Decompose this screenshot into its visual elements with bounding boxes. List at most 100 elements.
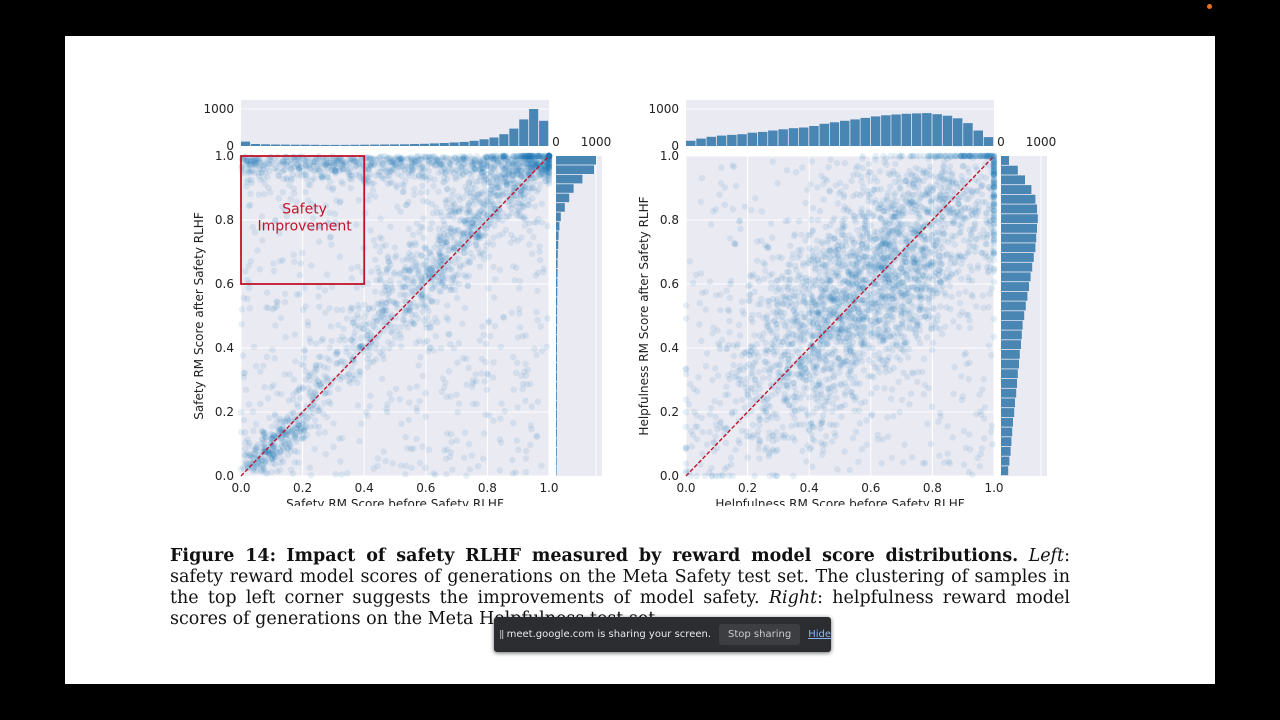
data-point [299, 249, 306, 257]
side-histogram-bar [556, 400, 557, 410]
data-point [370, 323, 377, 330]
data-point [363, 344, 371, 351]
data-point [441, 384, 448, 391]
data-point [498, 179, 505, 187]
data-point [521, 222, 528, 229]
data-point [778, 356, 785, 364]
data-point [411, 239, 419, 246]
data-point [530, 160, 537, 168]
data-point [955, 290, 963, 297]
data-point [362, 210, 369, 217]
data-point [490, 417, 497, 424]
data-point [480, 200, 487, 208]
data-point [350, 315, 357, 323]
data-point [364, 356, 371, 363]
data-point [467, 249, 474, 257]
data-point [449, 187, 457, 194]
data-point [520, 152, 528, 160]
data-point [461, 230, 468, 237]
data-point [545, 178, 553, 185]
data-point [500, 166, 507, 173]
data-point [299, 306, 307, 314]
data-point [414, 251, 421, 258]
data-point [392, 300, 400, 307]
data-point [419, 182, 426, 189]
data-point [526, 241, 533, 248]
data-point [388, 311, 396, 318]
data-point [449, 197, 456, 205]
data-point [530, 234, 537, 241]
data-point [545, 172, 552, 179]
data-point [791, 311, 799, 318]
data-point [449, 466, 456, 473]
data-point [424, 198, 431, 206]
data-point [479, 191, 486, 198]
data-point [501, 407, 508, 415]
data-point [470, 212, 478, 220]
helpfulness-scatter-chart: 0.0 0.2 0.4 0.6 0.8 1.00.00.20.40.60.81.0Help… [637, 100, 1056, 506]
data-point [526, 152, 533, 160]
data-point [520, 164, 527, 171]
data-point [876, 369, 883, 376]
data-point [499, 153, 506, 160]
data-point [450, 344, 457, 352]
data-point [432, 471, 439, 478]
data-point [530, 160, 537, 167]
data-point [396, 396, 403, 403]
data-point [476, 337, 484, 344]
data-point [525, 163, 533, 171]
data-point [467, 223, 475, 231]
data-point [258, 467, 266, 475]
data-point [509, 185, 516, 193]
data-point [479, 250, 487, 258]
data-point [241, 370, 248, 377]
data-point [759, 335, 766, 342]
side-histogram-bar [556, 231, 559, 240]
data-point [367, 359, 374, 366]
data-point [387, 277, 394, 284]
data-point [302, 188, 309, 196]
data-point [455, 271, 462, 278]
data-point [500, 154, 507, 161]
data-point [326, 344, 333, 351]
data-point [321, 390, 328, 397]
data-point [748, 207, 755, 214]
data-point [339, 333, 346, 340]
data-point [475, 233, 483, 240]
data-point [790, 472, 797, 480]
data-point [397, 343, 405, 350]
data-point [399, 316, 407, 323]
data-point [351, 329, 358, 336]
data-point [514, 359, 521, 366]
data-point [498, 188, 505, 195]
data-point [356, 368, 363, 375]
data-point [301, 284, 308, 292]
data-point [428, 251, 435, 258]
data-point [893, 339, 900, 346]
data-point [405, 198, 412, 206]
data-point [373, 277, 380, 284]
data-point [385, 314, 392, 321]
data-point [245, 262, 252, 270]
data-point [344, 470, 351, 477]
data-point [379, 351, 387, 359]
data-point [391, 244, 399, 251]
top-histogram-bar [479, 139, 489, 146]
data-point [491, 322, 499, 330]
data-point [948, 293, 955, 300]
data-point [514, 404, 521, 411]
data-point [498, 400, 505, 407]
data-point [294, 448, 301, 456]
y-tick-label: 0.4 [215, 341, 234, 355]
top-histogram-bar [320, 144, 330, 146]
data-point [920, 390, 927, 398]
data-point [388, 329, 395, 336]
data-point [481, 201, 488, 209]
data-point [545, 181, 553, 188]
data-point [256, 266, 263, 273]
data-point [439, 375, 446, 382]
data-point [535, 152, 543, 160]
data-point [441, 283, 448, 290]
data-point [493, 192, 501, 199]
data-point [421, 317, 428, 324]
